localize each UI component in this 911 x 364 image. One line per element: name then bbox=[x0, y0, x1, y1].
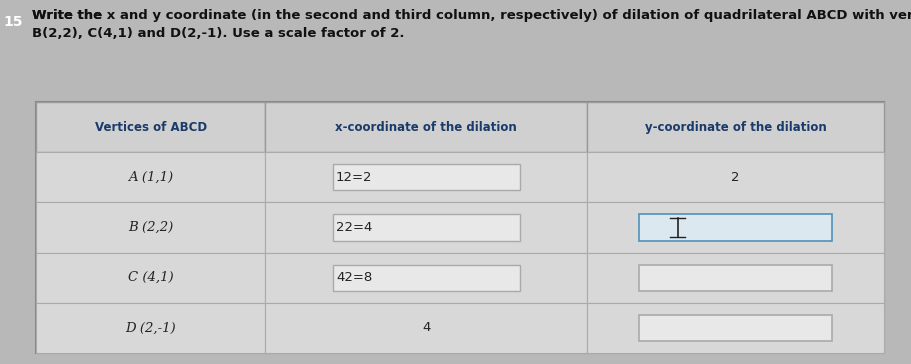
Text: 2: 2 bbox=[732, 171, 740, 184]
Text: 15: 15 bbox=[4, 15, 24, 29]
Text: B (2,2): B (2,2) bbox=[128, 221, 173, 234]
Text: x-coordinate of the dilation: x-coordinate of the dilation bbox=[335, 120, 517, 134]
Text: 42=8: 42=8 bbox=[336, 271, 373, 284]
Text: A (1,1): A (1,1) bbox=[128, 171, 173, 184]
Text: D (2,-1): D (2,-1) bbox=[126, 321, 176, 335]
Text: y-coordinate of the dilation: y-coordinate of the dilation bbox=[644, 120, 826, 134]
Text: Vertices of ABCD: Vertices of ABCD bbox=[95, 120, 207, 134]
Text: Write the x and y coordinate (in the second and third column, respectively) of d: Write the x and y coordinate (in the sec… bbox=[32, 9, 911, 40]
Text: C (4,1): C (4,1) bbox=[128, 271, 174, 284]
Text: 22=4: 22=4 bbox=[336, 221, 373, 234]
Text: 12=2: 12=2 bbox=[336, 171, 373, 184]
Text: Write the: Write the bbox=[32, 9, 107, 22]
Text: 4: 4 bbox=[422, 321, 430, 335]
